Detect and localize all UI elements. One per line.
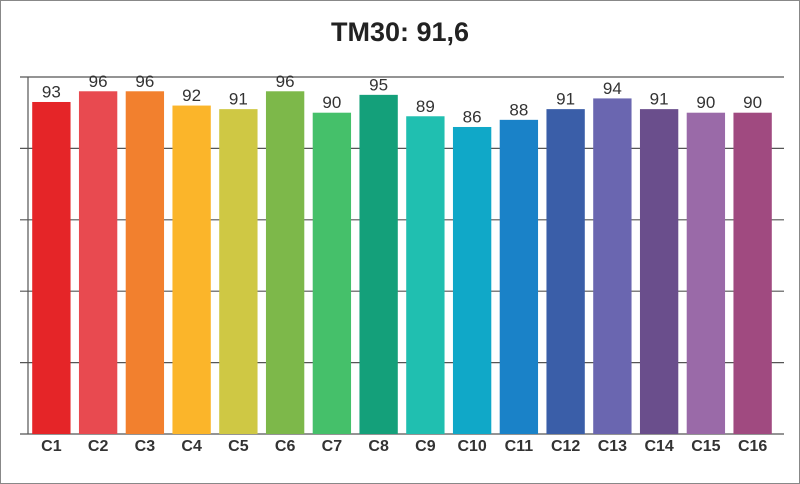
- bar: [32, 101, 71, 435]
- x-tick-label: C6: [275, 438, 296, 455]
- x-tick-label: C13: [598, 438, 627, 455]
- bar: [265, 91, 305, 434]
- x-tick-label: C4: [181, 438, 202, 455]
- x-tick-label: C7: [322, 438, 343, 455]
- bar: [733, 112, 772, 434]
- value-label: 90: [696, 93, 715, 112]
- bar: [172, 105, 211, 434]
- x-tick-label: C15: [691, 438, 720, 455]
- value-label: 92: [182, 86, 201, 105]
- x-tick-label: C10: [457, 438, 486, 455]
- bar: [125, 91, 165, 434]
- x-tick-label: C12: [551, 438, 580, 455]
- bar: [312, 112, 352, 434]
- bar: [406, 116, 445, 435]
- x-tick-label: C11: [505, 438, 534, 455]
- bar: [452, 126, 492, 434]
- value-label: 91: [556, 90, 575, 109]
- value-label: 86: [463, 107, 482, 126]
- value-label: 94: [603, 79, 622, 98]
- bar: [593, 98, 632, 435]
- value-label: 93: [42, 82, 61, 101]
- bar: [499, 119, 539, 434]
- x-tick-label: C3: [135, 438, 156, 455]
- value-label: 90: [322, 93, 341, 112]
- value-label: 96: [135, 72, 154, 91]
- bar: [78, 91, 118, 434]
- x-tick-label: C5: [228, 438, 249, 455]
- value-label: 89: [416, 97, 435, 116]
- x-tick-label: C1: [41, 438, 62, 455]
- value-label: 91: [229, 90, 248, 109]
- bar: [639, 109, 679, 434]
- value-label: 96: [89, 72, 108, 91]
- value-label: 91: [650, 90, 669, 109]
- value-label: 95: [369, 75, 388, 94]
- bar: [219, 109, 258, 434]
- x-tick-label: C9: [415, 438, 436, 455]
- value-label: 90: [743, 93, 762, 112]
- value-label: 96: [276, 72, 295, 91]
- bar: [359, 94, 398, 434]
- bar: [546, 109, 585, 434]
- x-tick-label: C14: [644, 438, 673, 455]
- x-tick-label: C16: [738, 438, 767, 455]
- value-label: 88: [509, 100, 528, 119]
- bar: [686, 112, 726, 434]
- chart-title: TM30: 91,6: [331, 17, 469, 47]
- x-tick-label: C2: [88, 438, 109, 455]
- x-tick-label: C8: [368, 438, 389, 455]
